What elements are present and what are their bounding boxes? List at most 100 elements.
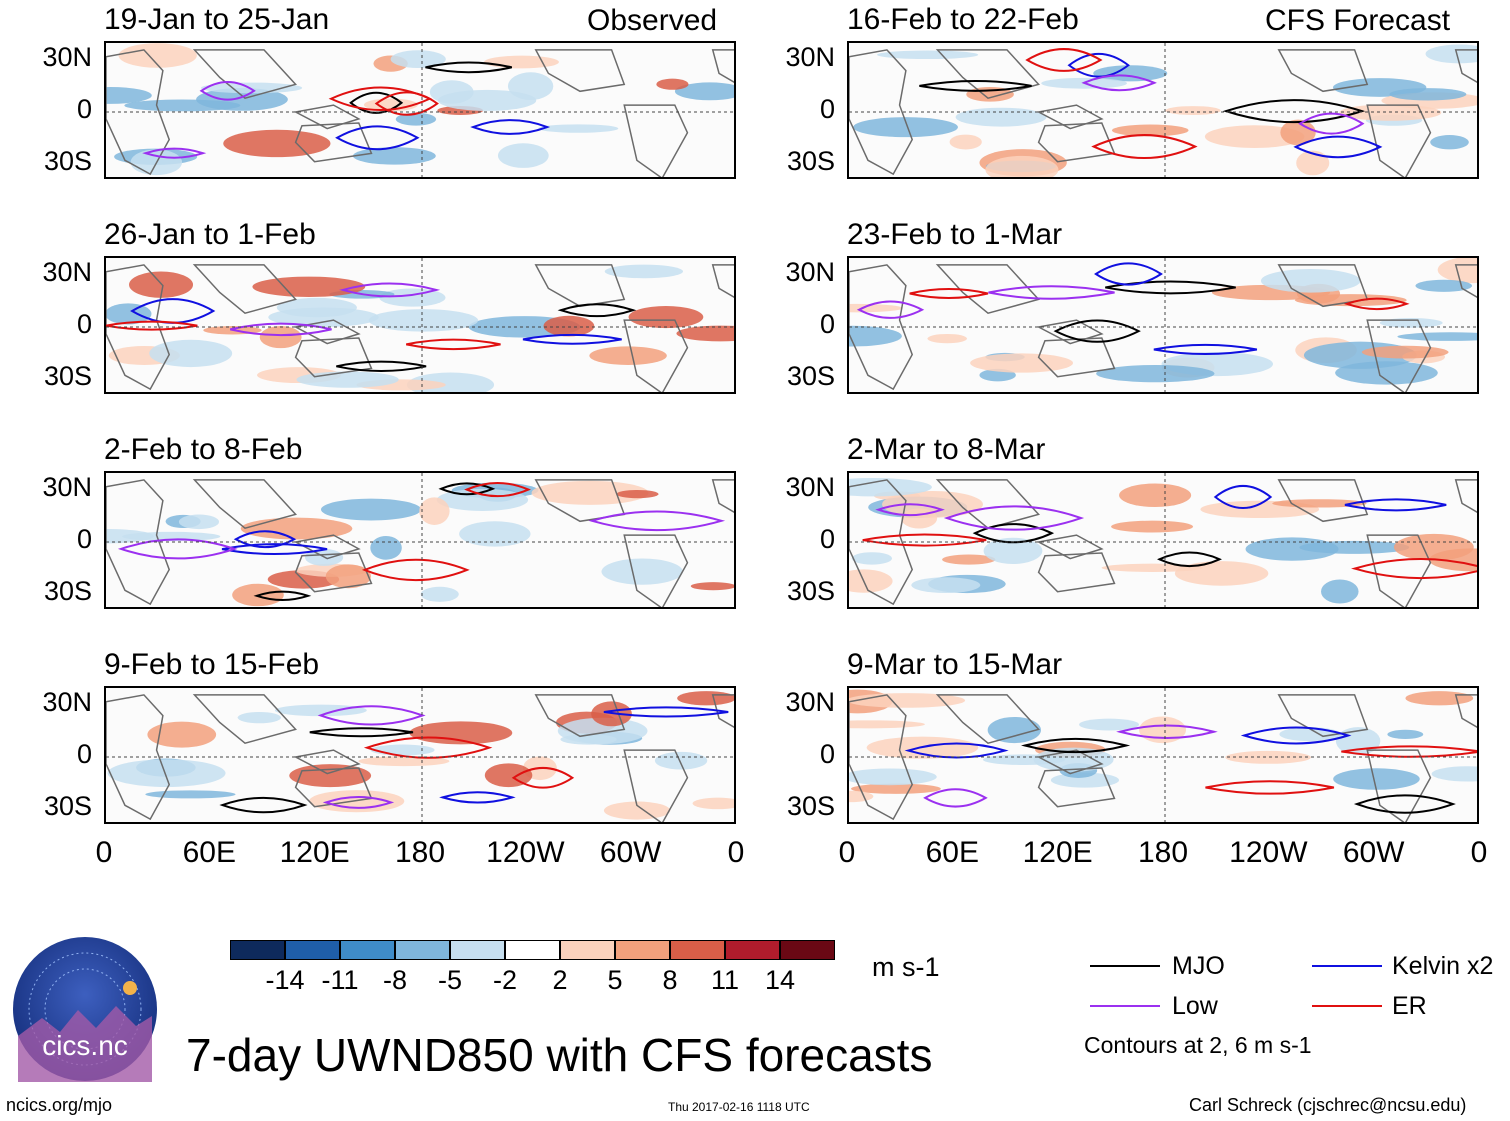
- lat-tick-label: 30S: [786, 791, 835, 822]
- contour-mjo: [557, 303, 637, 318]
- contour-er: [1091, 134, 1198, 159]
- colorbar-tick-label: 2: [552, 965, 568, 995]
- lon-tick-label: 180: [394, 836, 446, 869]
- contour-er: [374, 91, 439, 116]
- anomaly-region: [1280, 119, 1316, 146]
- coastline: [623, 319, 689, 392]
- anomaly-region: [987, 716, 1041, 744]
- map-panel: [847, 686, 1479, 824]
- anomaly-region: [106, 303, 152, 325]
- anomaly-region: [1296, 150, 1330, 176]
- lat-tick-label: 30N: [42, 41, 92, 72]
- map-panel: [847, 256, 1479, 394]
- anomaly-region: [616, 489, 659, 499]
- panel-title: 16-Feb to 22-Feb: [847, 3, 1079, 36]
- contour-er: [406, 338, 501, 351]
- legend-kelvin-label: Kelvin x2: [1392, 952, 1494, 980]
- coastline: [1037, 122, 1116, 163]
- anomaly-region: [370, 535, 402, 560]
- anomaly-region: [1431, 766, 1477, 782]
- contour-low: [199, 81, 256, 101]
- lon-tick-label: 120E: [1022, 836, 1093, 869]
- anomaly-region: [849, 790, 874, 803]
- colorbar-segment: [725, 940, 780, 960]
- coastline: [192, 264, 297, 315]
- colorbar-tick-label: -2: [492, 965, 517, 995]
- contour-low: [117, 538, 238, 560]
- legend-low-line: [1090, 1005, 1160, 1007]
- contour-kelvin-x2: [1293, 135, 1383, 159]
- anomaly-region: [118, 43, 197, 68]
- anomaly-region: [1393, 533, 1474, 561]
- coastline: [935, 49, 1040, 100]
- coastline: [711, 264, 734, 298]
- anomaly-region: [1339, 104, 1442, 121]
- anomaly-region: [604, 264, 684, 279]
- coastline: [1277, 479, 1369, 523]
- anomaly-region: [129, 271, 194, 298]
- anomaly-region: [107, 759, 226, 787]
- lon-tick-label: 60W: [599, 836, 662, 869]
- anomaly-region: [849, 720, 925, 729]
- anomaly-region: [1405, 691, 1474, 706]
- coastline: [293, 749, 361, 775]
- anomaly-region: [420, 586, 459, 602]
- lat-tick-label: 30S: [786, 146, 835, 177]
- colorbar-tick-label: -11: [321, 965, 359, 995]
- lat-tick-label: 0: [819, 524, 835, 554]
- anomaly-region: [1204, 125, 1305, 148]
- anomaly-region: [849, 768, 937, 786]
- anomaly-region: [628, 306, 704, 329]
- anomaly-region: [459, 521, 531, 547]
- anomaly-region: [223, 129, 331, 158]
- coastline: [534, 694, 626, 738]
- anomaly-region: [484, 55, 559, 69]
- contour-kelvin-x2: [439, 791, 516, 804]
- contour-er: [1341, 745, 1477, 758]
- coastline: [623, 749, 689, 822]
- anomaly-region: [368, 309, 479, 332]
- anomaly-region: [419, 497, 450, 525]
- anomaly-region: [320, 498, 422, 521]
- contour-low: [923, 788, 988, 808]
- coastline: [192, 49, 297, 100]
- contour-er: [1025, 48, 1103, 72]
- coastline: [849, 49, 914, 176]
- contour-er: [1343, 297, 1410, 311]
- coastline: [711, 49, 734, 83]
- panel-title: 2-Feb to 8-Feb: [104, 433, 303, 466]
- contour-kelvin-x2: [1094, 262, 1163, 286]
- coastline: [293, 534, 361, 560]
- anomaly-region: [692, 797, 734, 810]
- anomaly-region: [1299, 540, 1410, 554]
- anomaly-region: [690, 582, 734, 591]
- anomaly-region: [145, 790, 236, 799]
- contour-low: [230, 322, 332, 337]
- coastline: [1366, 319, 1432, 392]
- anomaly-region: [1333, 768, 1420, 790]
- coastline: [293, 319, 361, 345]
- lat-tick-label: 0: [76, 309, 92, 339]
- anomaly-region: [983, 754, 1066, 766]
- main-title: 7-day UWND850 with CFS forecasts: [186, 1029, 933, 1081]
- contour-mjo: [309, 727, 414, 738]
- anomaly-region: [1389, 88, 1467, 101]
- colorbar-segment: [670, 940, 725, 960]
- lon-tick-label: 180: [1137, 836, 1189, 869]
- panel-title: 23-Feb to 1-Mar: [847, 218, 1063, 251]
- contour-low: [339, 282, 441, 298]
- lat-tick-label: 30N: [42, 471, 92, 502]
- contour-er: [511, 767, 575, 789]
- coastline: [293, 104, 361, 130]
- anomaly-region: [1430, 135, 1469, 150]
- anomaly-region: [674, 82, 734, 101]
- contour-low: [317, 705, 426, 726]
- anomaly-region: [1111, 520, 1194, 533]
- map-panel: [847, 471, 1479, 609]
- coastline: [1277, 694, 1369, 738]
- anomaly-region: [676, 325, 734, 342]
- contour-low: [142, 147, 207, 159]
- anomaly-region: [1321, 579, 1359, 604]
- anomaly-region: [370, 744, 435, 756]
- anomaly-region: [589, 346, 667, 365]
